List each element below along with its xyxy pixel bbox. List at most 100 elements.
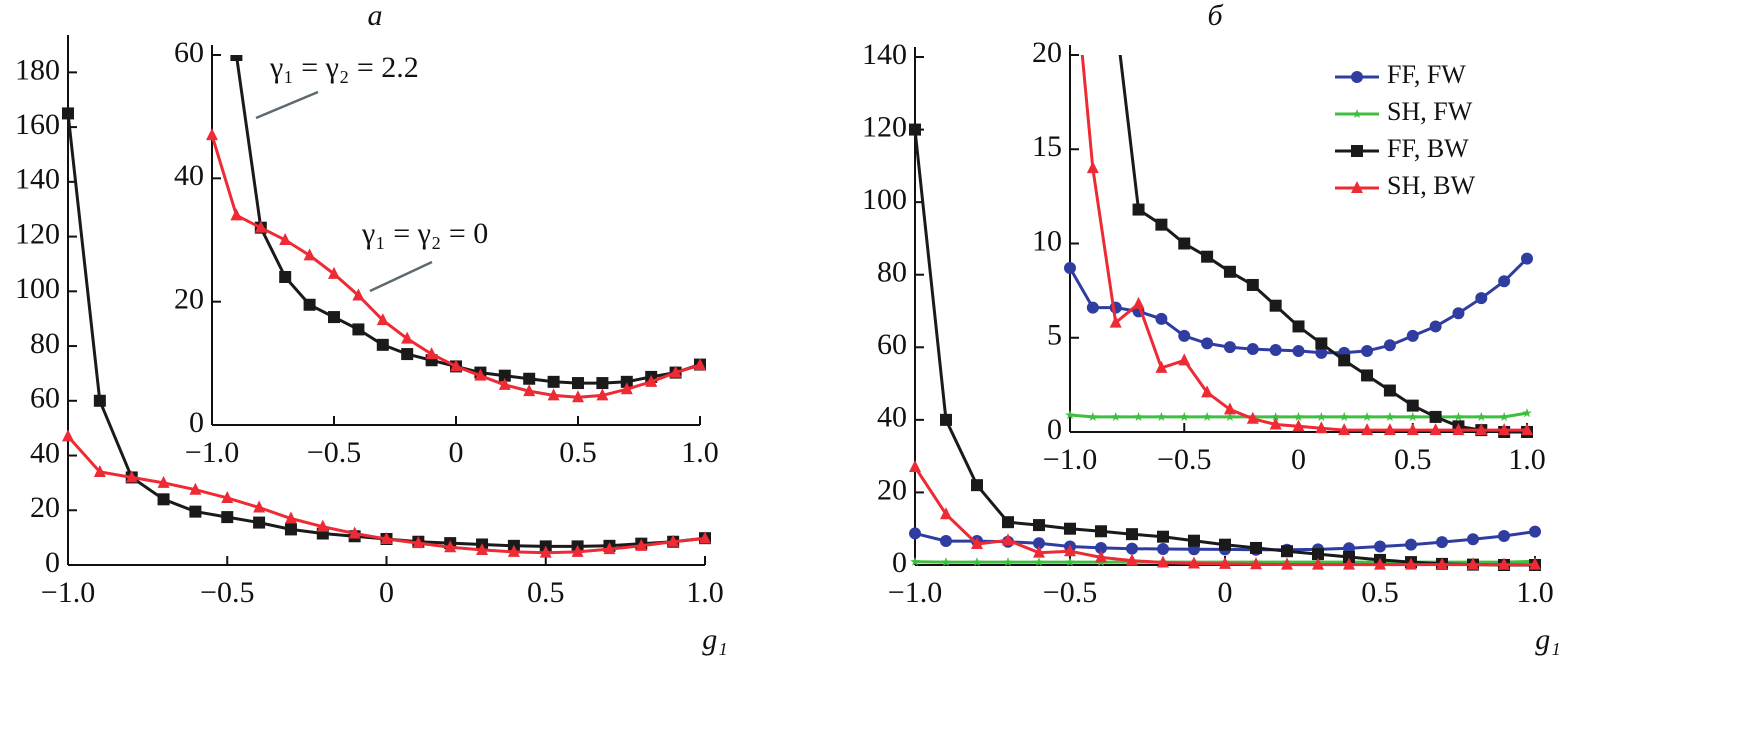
- marker: [1155, 218, 1168, 231]
- marker: [909, 123, 921, 136]
- marker: [1315, 346, 1328, 359]
- x-tick-label: 0: [1291, 443, 1306, 476]
- marker: [157, 493, 170, 506]
- marker: [1132, 296, 1145, 309]
- x-tick-label: 1.0: [1516, 576, 1554, 609]
- marker: [669, 365, 682, 378]
- marker: [1338, 423, 1351, 436]
- marker: [1086, 301, 1099, 314]
- x-tick-label: 0: [1218, 576, 1233, 609]
- marker: [303, 298, 316, 311]
- y-tick-label: 0: [189, 406, 204, 439]
- marker: [1529, 557, 1541, 570]
- marker: [523, 384, 536, 397]
- marker: [507, 544, 520, 557]
- marker: [444, 540, 457, 553]
- marker: [1529, 525, 1541, 538]
- marker: [1343, 557, 1355, 570]
- marker: [941, 557, 951, 567]
- marker: [596, 388, 609, 401]
- marker: [635, 538, 648, 551]
- y-tick-label: 20: [174, 283, 204, 316]
- marker: [401, 331, 414, 344]
- marker: [1269, 344, 1282, 357]
- marker: [1064, 544, 1076, 557]
- marker: [1064, 522, 1076, 535]
- marker: [1002, 516, 1014, 529]
- legend-label: FF, FW: [1387, 60, 1466, 89]
- marker: [1126, 553, 1138, 566]
- marker: [352, 288, 365, 301]
- marker: [1223, 341, 1236, 354]
- marker: [971, 479, 983, 492]
- marker: [603, 542, 616, 555]
- marker: [1250, 557, 1262, 570]
- marker: [1250, 541, 1262, 554]
- marker: [1406, 399, 1419, 412]
- marker: [93, 464, 106, 477]
- marker: [1316, 411, 1327, 421]
- marker: [1219, 556, 1231, 569]
- y-tick-label: 60: [30, 382, 60, 415]
- marker: [189, 482, 202, 495]
- y-tick-label: 40: [174, 159, 204, 192]
- marker: [284, 523, 297, 536]
- chart-title: а: [368, 0, 383, 32]
- marker: [1110, 411, 1121, 421]
- legend-label: SH, BW: [1387, 171, 1476, 200]
- marker: [1361, 423, 1374, 436]
- x-tick-label: 1.0: [686, 576, 724, 609]
- inset-background: [1025, 40, 1555, 480]
- marker: [1065, 410, 1075, 420]
- marker: [1475, 423, 1488, 436]
- marker: [279, 271, 292, 283]
- marker: [940, 507, 952, 520]
- marker: [1452, 307, 1465, 320]
- marker: [1246, 411, 1259, 424]
- marker: [1269, 299, 1282, 312]
- marker: [1188, 534, 1200, 547]
- x-tick-label: −0.5: [1157, 443, 1211, 476]
- marker: [1201, 250, 1214, 263]
- legend-label: SH, FW: [1387, 97, 1473, 126]
- x-tick-label: 0: [379, 576, 394, 609]
- marker: [1522, 408, 1532, 418]
- marker: [547, 388, 560, 401]
- marker: [1157, 555, 1169, 568]
- marker: [62, 107, 74, 120]
- marker: [476, 542, 489, 555]
- marker: [1467, 533, 1479, 546]
- marker: [1292, 344, 1305, 357]
- marker: [1383, 423, 1396, 436]
- marker: [910, 556, 920, 566]
- marker: [1281, 545, 1293, 558]
- marker: [909, 460, 921, 473]
- marker: [572, 377, 584, 390]
- marker: [157, 475, 170, 488]
- marker: [1351, 145, 1363, 157]
- marker: [1178, 353, 1191, 366]
- marker: [1312, 548, 1324, 561]
- marker: [1126, 528, 1138, 541]
- marker: [1188, 556, 1200, 569]
- marker: [1453, 411, 1464, 421]
- marker: [1033, 545, 1045, 558]
- y-tick-label: 15: [1032, 130, 1062, 163]
- y-tick-label: 40: [30, 436, 60, 469]
- marker: [254, 220, 267, 233]
- annotation: γ₁ = γ₂ = 0: [361, 217, 488, 250]
- marker: [909, 527, 921, 540]
- marker: [206, 128, 218, 141]
- marker: [1002, 533, 1014, 546]
- marker: [1110, 11, 1122, 23]
- marker: [1383, 339, 1396, 352]
- x-tick-label: −0.5: [307, 436, 361, 469]
- marker: [1385, 411, 1395, 421]
- y-tick-label: 80: [30, 327, 60, 360]
- marker: [1132, 203, 1145, 216]
- y-tick-label: 180: [15, 53, 60, 86]
- y-tick-label: 80: [877, 256, 907, 289]
- legend-label: FF, BW: [1387, 134, 1469, 163]
- marker: [450, 359, 462, 372]
